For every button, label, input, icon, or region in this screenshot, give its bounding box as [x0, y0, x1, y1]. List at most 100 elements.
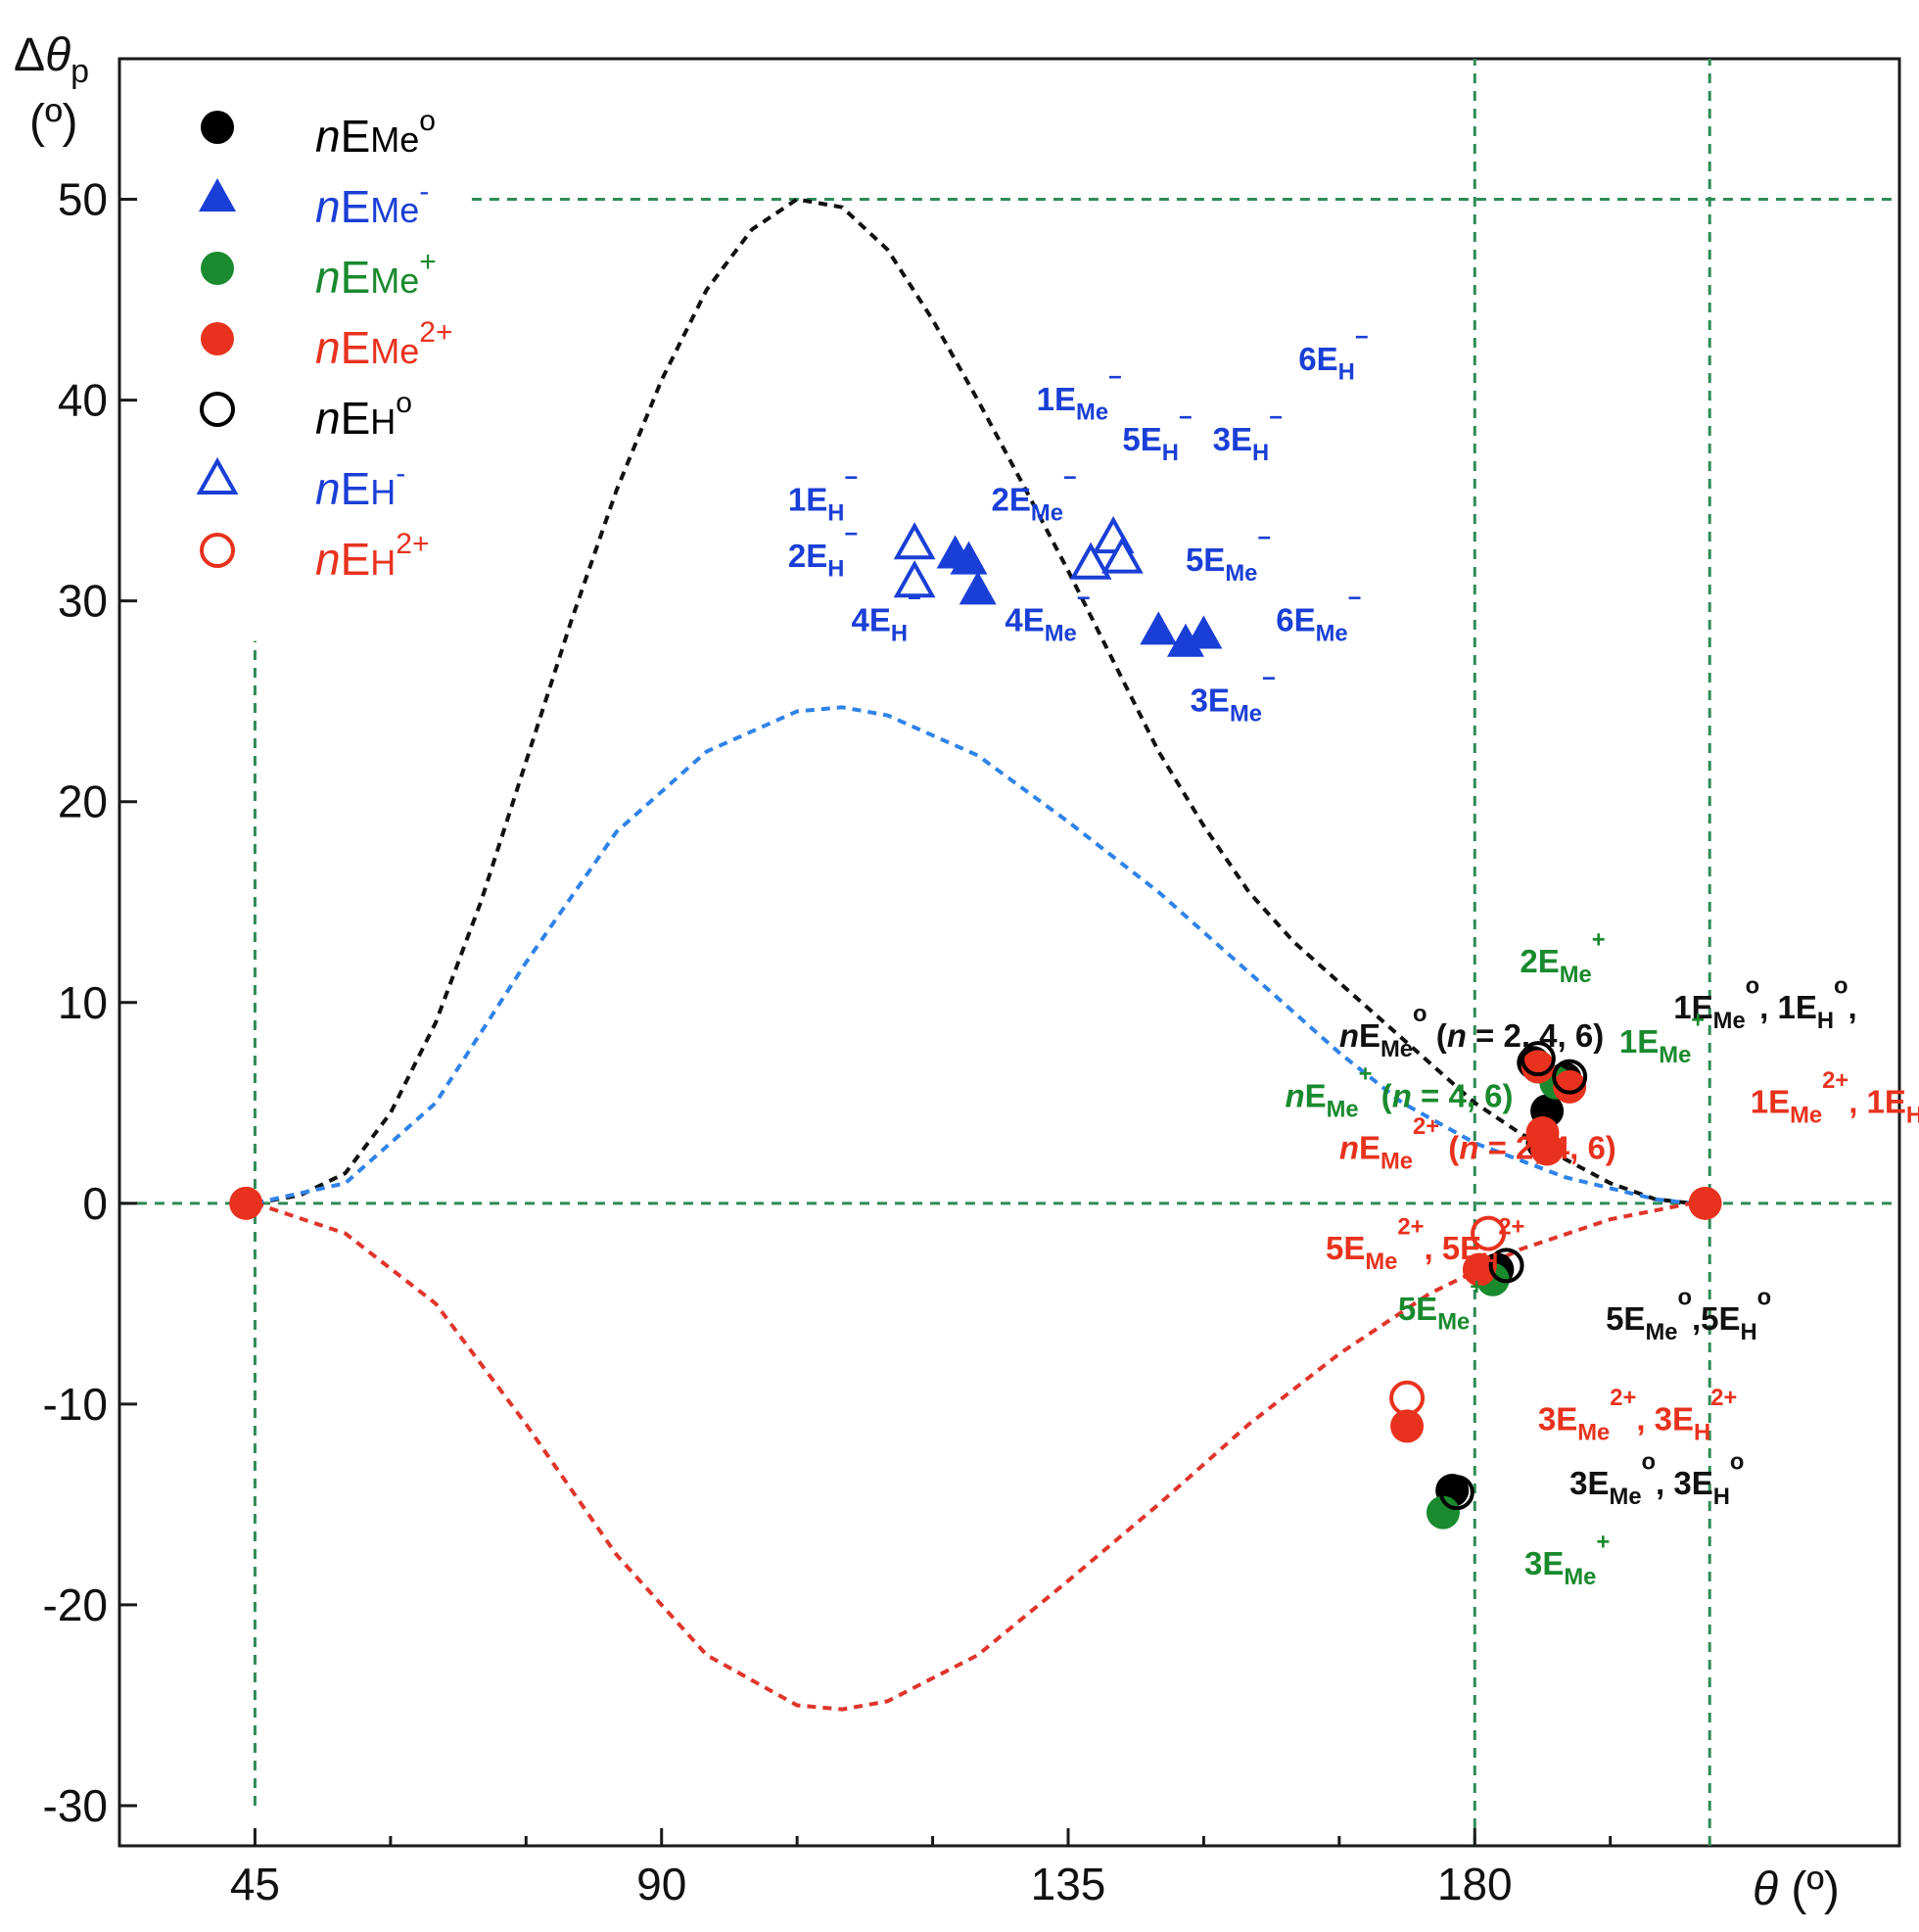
legend-marker — [201, 252, 234, 285]
marker-shape — [200, 533, 235, 568]
text-part: H — [1162, 440, 1179, 466]
data-point — [1471, 1215, 1507, 1251]
marker-shape — [196, 456, 239, 495]
axis-ticks: 45 90 135 180 -30 -20 -10 0 10 20 30 40 50 — [43, 174, 1613, 1909]
legend-text-part: H — [370, 401, 396, 442]
legend-text-part: - — [419, 175, 429, 208]
legend-marker — [201, 322, 234, 355]
text-part: − — [1269, 404, 1283, 431]
legend-label: nEHo — [315, 387, 412, 444]
text-part: Me — [1659, 1042, 1691, 1068]
data-point — [1488, 1248, 1524, 1284]
text-part: Me — [1031, 499, 1063, 526]
text-part: 6E — [1298, 341, 1337, 377]
marker-shape — [201, 111, 234, 144]
data-point — [1553, 1069, 1587, 1104]
x-tick-label: 135 — [1031, 1859, 1106, 1909]
annotation-label: 4EMe​−​ — [1005, 586, 1090, 647]
text-part: , 3E — [1656, 1465, 1713, 1501]
legend-text-part: E — [341, 534, 371, 585]
text-part: E — [1359, 1017, 1381, 1054]
legend-marker — [199, 178, 236, 212]
legend-text-part: + — [419, 246, 437, 278]
text-part: 2+ — [1822, 1067, 1849, 1094]
legend-text-part: H — [370, 472, 396, 512]
annotation-label: 3EMe​+​ — [1524, 1529, 1610, 1590]
annotation-label: 5EMe​+​ — [1398, 1274, 1483, 1336]
text-part: ( — [1428, 1017, 1447, 1054]
text-part: Me — [1560, 962, 1592, 988]
text-part: n — [1339, 1130, 1359, 1166]
y-tick-label: 50 — [58, 174, 108, 225]
text-part: − — [844, 465, 858, 492]
annotation-label: 2EMe​−​ — [992, 465, 1077, 527]
text-part: E — [1305, 1077, 1327, 1113]
data-point — [1185, 615, 1223, 649]
data-point — [1069, 542, 1112, 580]
text-part: + — [1592, 926, 1606, 953]
y-title-part: Δ — [14, 29, 45, 81]
annotation-label: 1EH​−​ — [788, 465, 858, 527]
annotation-label: 2EMe​+​ — [1520, 926, 1605, 988]
text-part: H — [1713, 1484, 1730, 1510]
annotation-label: nEMe​2+​ (n = 2, 4, 6) — [1339, 1113, 1616, 1175]
y-tick-label: -30 — [43, 1780, 108, 1831]
data-point — [959, 571, 997, 605]
text-part: 3E — [1538, 1401, 1577, 1437]
text-part: 3E — [1569, 1465, 1609, 1501]
y-tick-label: -10 — [43, 1379, 108, 1430]
y-tick-label: 0 — [82, 1178, 108, 1229]
text-part: 4E — [1005, 601, 1044, 637]
legend-text-part: n — [315, 463, 341, 514]
text-part: 3E — [1191, 682, 1230, 718]
data-point — [1521, 1050, 1555, 1084]
text-part: = 4, 6) — [1412, 1077, 1514, 1113]
legend-text-part: n — [315, 111, 341, 162]
text-part: Me — [1577, 1419, 1610, 1445]
text-part: − — [1262, 666, 1276, 692]
text-part: − — [1077, 586, 1091, 612]
marker-shape — [959, 571, 997, 605]
data-point — [1390, 1409, 1425, 1443]
marker-shape — [1389, 1380, 1426, 1416]
marker-shape — [201, 252, 234, 285]
text-part: 2E — [992, 481, 1031, 517]
text-part: 2+ — [1397, 1213, 1424, 1240]
text-part: + — [1596, 1529, 1610, 1555]
marker-shape — [1488, 1248, 1524, 1284]
annotation-label: 3EMe​−​ — [1191, 666, 1276, 728]
text-part: o — [1642, 1448, 1657, 1475]
marker-shape — [1530, 1132, 1565, 1166]
data-point — [950, 541, 988, 575]
text-part: H — [1741, 1319, 1757, 1345]
text-part: 1E — [1619, 1023, 1659, 1060]
marker-shape — [1471, 1215, 1507, 1251]
text-part: ,5E — [1692, 1300, 1741, 1337]
y-axis-unit: (º) — [29, 96, 78, 148]
text-part: ( — [1373, 1077, 1392, 1113]
text-part: Me — [1381, 1149, 1413, 1175]
text-part: o — [1746, 972, 1760, 999]
text-part: = 2, 4, 6) — [1478, 1130, 1615, 1166]
marker-shape — [1438, 1475, 1474, 1511]
reference-lines — [119, 59, 1899, 1846]
legend-text-part: n — [315, 181, 341, 232]
text-part: 5E — [1326, 1230, 1365, 1266]
text-part: , 3E — [1636, 1401, 1694, 1437]
text-part: 1E — [1037, 381, 1076, 417]
y-title-part: p — [70, 53, 89, 90]
x-tick-label: 180 — [1437, 1859, 1513, 1909]
data-point — [1426, 1495, 1460, 1530]
x-axis-title: θ (º) — [1753, 1863, 1840, 1915]
text-part: 5E — [1398, 1291, 1437, 1327]
data-point — [1552, 1059, 1588, 1095]
text-part: − — [1063, 465, 1077, 492]
data-point — [893, 560, 936, 598]
text-part: Me — [1790, 1102, 1822, 1128]
marker-shape — [1553, 1069, 1587, 1104]
marker-shape — [201, 322, 234, 355]
legend-label: nEMe2+ — [315, 316, 453, 373]
text-part: 3E — [1213, 421, 1252, 457]
marker-shape — [1426, 1495, 1460, 1530]
